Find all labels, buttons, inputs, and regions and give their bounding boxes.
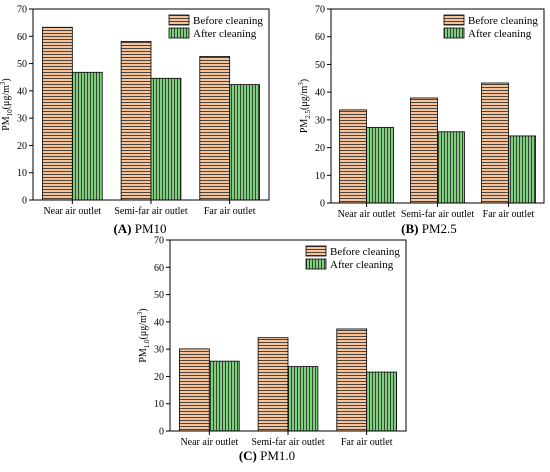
panel-caption: (A) PM10 [113,221,166,236]
legend-label-after: After cleaning [193,28,257,40]
panel-caption-text: PM1.0 [257,448,295,463]
y-axis-label-close: ) [1,78,12,81]
bar-after-cleaning-1 [208,360,240,432]
bar-before-cleaning-2 [120,41,152,201]
bar-before-cleaning-2 [257,337,289,432]
bar-after-cleaning-2 [287,366,319,432]
y-axis-label-unit: (μg/m [138,315,149,339]
y-tick-label: 30 [154,345,164,356]
x-tick-label: Semi-far air outlet [251,437,325,448]
y-tick-label: 30 [315,115,325,126]
bar-before-cleaning-1 [339,109,367,204]
y-tick-label: 70 [17,5,27,16]
y-tick-label: 10 [154,399,164,410]
y-tick-label: 20 [17,141,27,152]
bar-after-cleaning-2 [437,131,465,204]
panel-caption-letter: (B) [401,221,418,236]
y-axis-label-sub: 10 [6,109,14,117]
y-axis-label-sup: 3 [0,81,7,85]
y-axis-label-sub: 1.0 [143,339,151,348]
y-tick-label: 60 [315,32,325,43]
y-axis-label-close: ) [299,79,310,82]
y-axis-label-base: PM [1,116,12,131]
y-axis-label-close: ) [138,308,149,311]
bar-before-cleaning-3 [481,82,509,204]
y-tick-label: 0 [159,427,164,438]
legend-label-before: Before cleaning [468,15,538,27]
y-tick-label: 0 [22,196,27,207]
panel-caption-letter: (C) [239,448,257,463]
legend-label-after: After cleaning [330,259,394,271]
chart-panel-3: 0 10 20 30 40 50 60 70 Near air outlet Semi-far a… [136,236,407,463]
y-tick-label: 20 [315,143,325,154]
y-tick-label: 70 [154,236,164,247]
panel-caption: (B) PM2.5 [401,221,457,236]
bar-after-cleaning-3 [508,135,536,204]
legend-label-after: After cleaning [468,28,532,40]
x-tick-label: Semi-far air outlet [401,209,475,220]
bar-before-cleaning-2 [410,97,438,204]
y-tick-label: 10 [17,168,27,179]
legend-swatch-after [443,27,465,39]
plot-frame [32,8,270,201]
y-tick-label: 20 [154,372,164,383]
bar-before-cleaning-3 [199,56,231,201]
panel-caption-text: PM2.5 [419,221,457,236]
panel-caption-text: PM10 [132,221,167,236]
y-tick-label: 30 [17,114,27,125]
legend-swatch-after [305,258,327,270]
x-tick-label: Far air outlet [204,206,256,217]
y-axis-label-sup: 3 [297,82,305,86]
y-tick-label: 40 [154,317,164,328]
y-tick-label: 50 [315,60,325,71]
panel-caption: (C) PM1.0 [239,448,295,463]
bar-after-cleaning-3 [366,371,397,432]
bar-before-cleaning-1 [42,26,73,201]
x-tick-label: Near air outlet [43,206,101,217]
y-axis-label-base: PM [138,348,149,363]
y-tick-label: 40 [17,86,27,97]
x-tick-label: Far air outlet [341,437,393,448]
x-tick-label: Far air outlet [483,209,535,220]
y-tick-label: 10 [315,171,325,182]
y-tick-label: 60 [154,263,164,274]
legend-swatch-before [443,14,465,26]
bar-after-cleaning-3 [229,84,260,201]
panel-caption-letter: (A) [113,221,131,236]
y-axis-label-unit: (μg/m [299,85,310,109]
plot-frame [169,239,407,432]
y-axis-label-sup: 3 [136,311,144,315]
plot-frame [330,8,545,204]
y-axis-label: PM2.5(μg/m3) [297,79,312,133]
y-tick-label: 50 [17,59,27,70]
y-axis-label: PM10(μg/m3) [0,78,14,131]
y-axis-label-base: PM [299,119,310,134]
y-tick-label: 70 [315,5,325,16]
y-tick-label: 40 [315,88,325,99]
legend-swatch-before [305,245,327,257]
y-axis-label-sub: 2.5 [304,109,312,118]
bar-after-cleaning-1 [71,71,103,201]
bar-before-cleaning-1 [179,348,210,432]
y-axis-label: PM1.0(μg/m3) [136,308,151,362]
x-tick-label: Semi-far air outlet [114,206,188,217]
x-tick-label: Near air outlet [338,209,396,220]
chart-panel-2: 0 10 20 30 40 50 60 70 Near air outlet Semi-far a… [297,5,545,236]
legend-label-before: Before cleaning [330,246,400,258]
legend-label-before: Before cleaning [193,15,263,27]
y-tick-label: 50 [154,290,164,301]
y-tick-label: 60 [17,32,27,43]
chart-panel-1: 0 10 20 30 40 50 60 70 Near air outlet Semi-far a… [0,5,270,236]
bar-after-cleaning-1 [366,126,394,204]
bar-after-cleaning-2 [150,77,182,201]
legend-swatch-after [168,27,190,39]
bar-before-cleaning-3 [336,328,368,432]
y-axis-label-unit: (μg/m [1,85,12,109]
x-tick-label: Near air outlet [180,437,238,448]
y-tick-label: 0 [320,199,325,210]
legend-swatch-before [168,14,190,26]
